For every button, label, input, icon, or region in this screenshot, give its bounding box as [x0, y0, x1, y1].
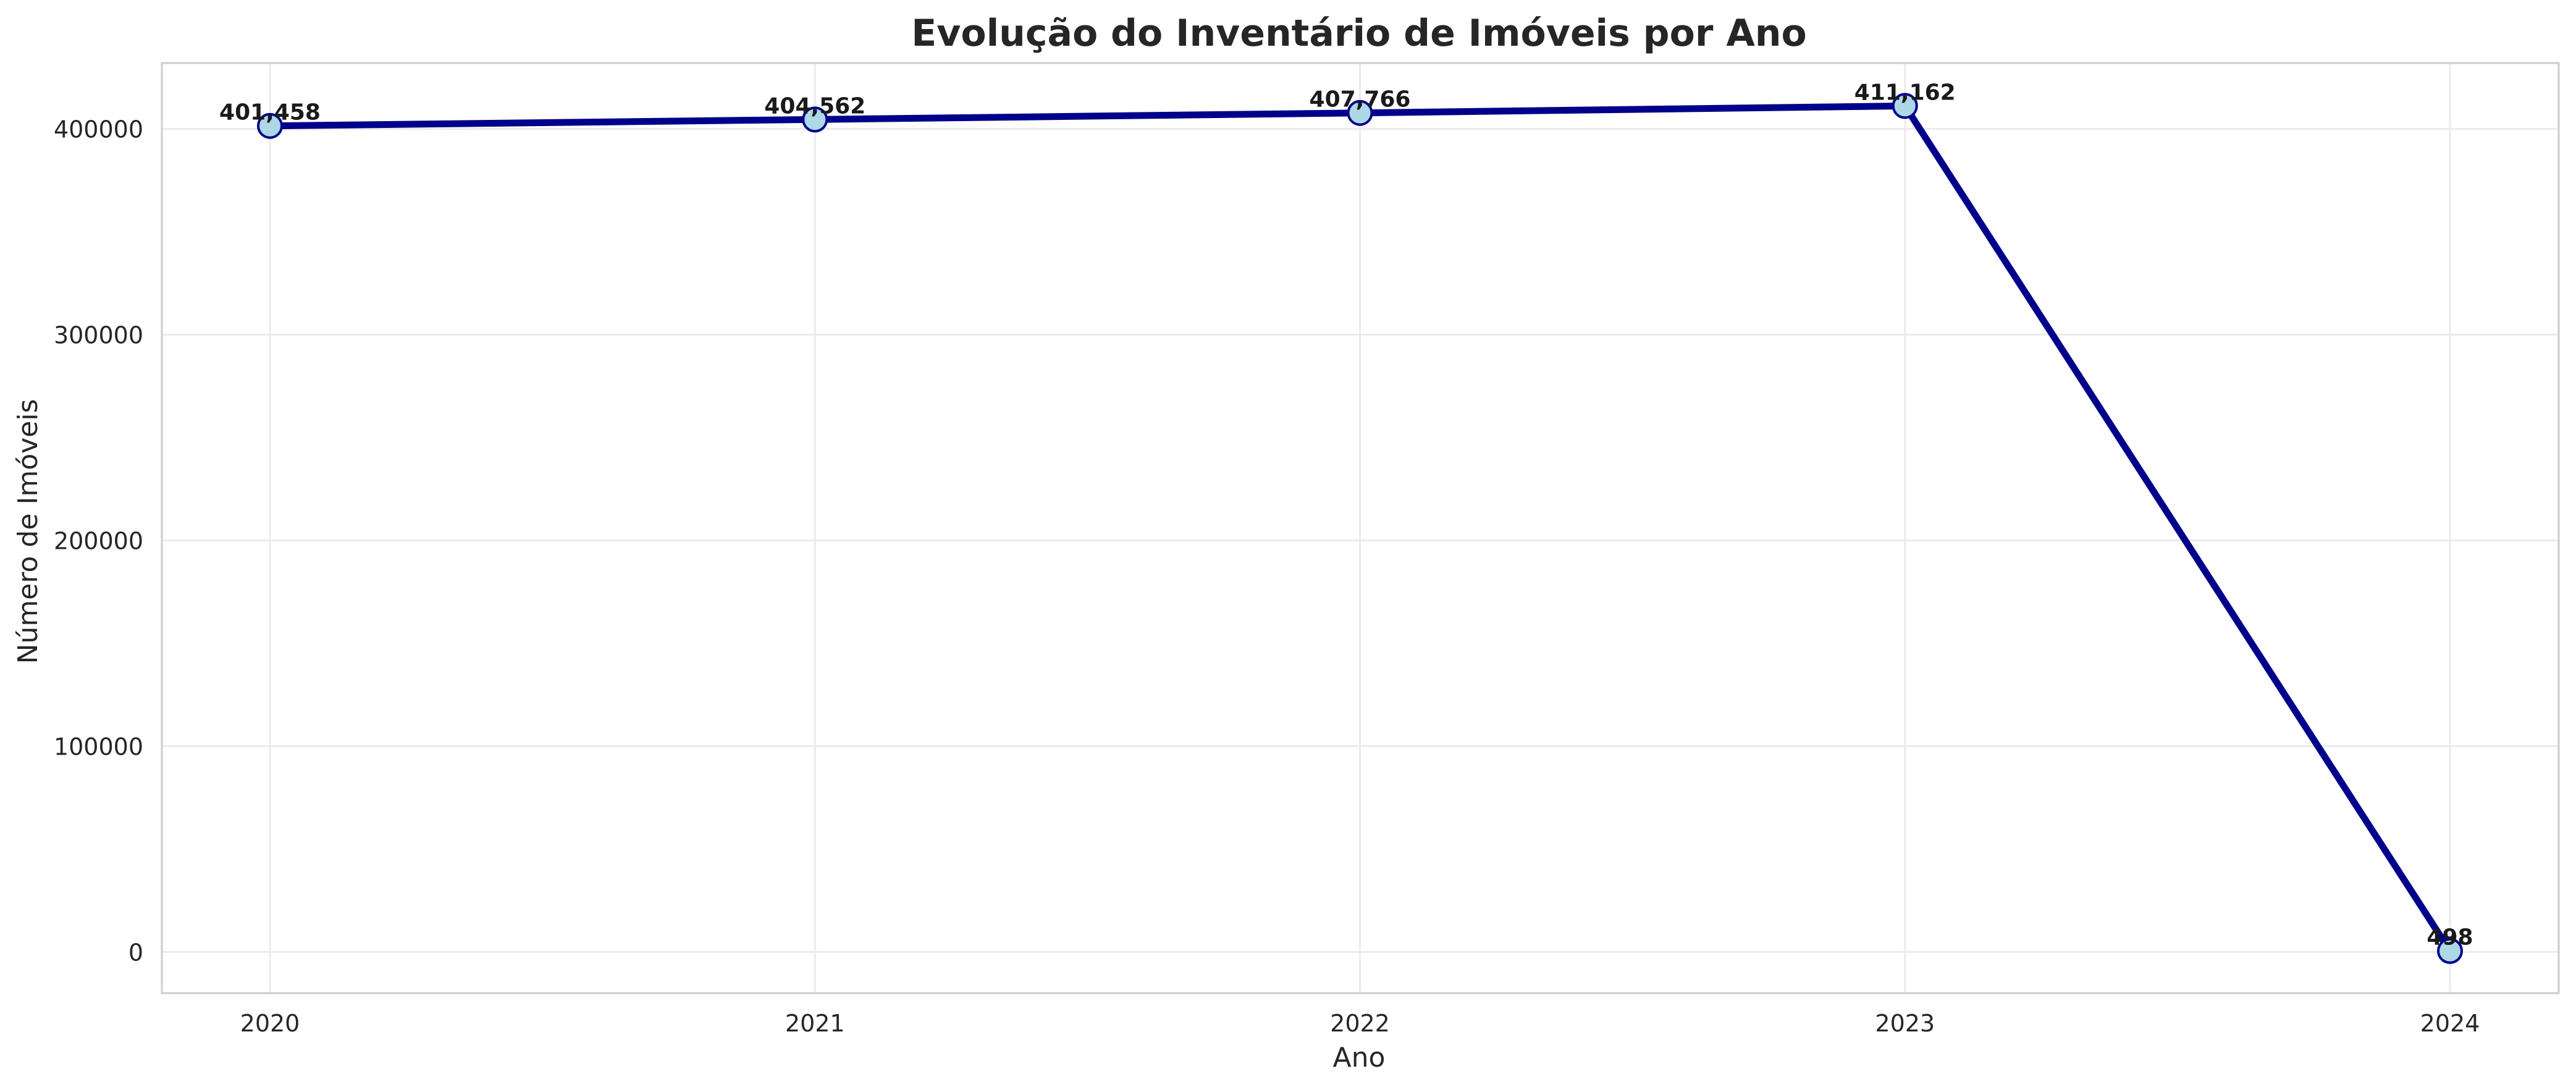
data-value-label: 411,162 — [1854, 80, 1956, 105]
y-tick-label: 100000 — [54, 733, 143, 760]
plot-frame-border — [161, 62, 2560, 994]
data-labels: 401,458 404,562 407,766 411,162 498 — [219, 80, 2473, 950]
x-tick-label: 2020 — [240, 1010, 300, 1037]
y-tick-label: 200000 — [54, 527, 143, 554]
data-point-marker — [1347, 99, 1373, 126]
grid-lines — [162, 63, 2559, 993]
data-point-marker — [802, 106, 828, 133]
x-tick-label: 2021 — [785, 1010, 845, 1037]
plot-frame — [161, 62, 2560, 994]
data-value-label: 401,458 — [219, 100, 321, 125]
data-value-label: 404,562 — [764, 93, 865, 119]
x-tick-label: 2024 — [2420, 1010, 2480, 1037]
x-tick-label: 2022 — [1330, 1010, 1390, 1037]
y-axis-label: Número de Imóveis — [12, 399, 44, 664]
y-tick-label: 0 — [128, 939, 143, 966]
chart-title: Evolução do Inventário de Imóveis por An… — [911, 12, 1806, 55]
y-tick-label: 400000 — [54, 116, 143, 143]
data-point-marker — [257, 112, 283, 139]
data-value-label: 407,766 — [1310, 87, 1411, 112]
data-series — [257, 93, 2463, 964]
tick-labels: 0 100000 200000 300000 400000 2020 2021 2022 202… — [54, 116, 2480, 1037]
y-tick-label: 300000 — [54, 322, 143, 349]
data-value-label: 498 — [2427, 925, 2473, 950]
x-axis-label: Ano — [1333, 1042, 1386, 1073]
data-point-marker — [1892, 93, 1918, 119]
x-tick-label: 2023 — [1875, 1010, 1935, 1037]
data-point-marker — [2437, 938, 2463, 964]
